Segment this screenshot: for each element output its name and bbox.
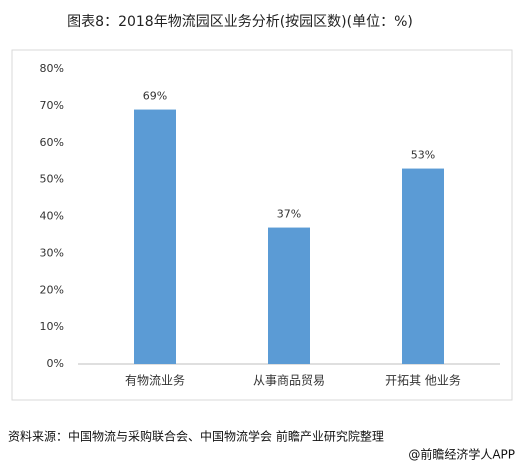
y-tick-label: 60%	[40, 136, 64, 149]
x-tick-label: 有物流业务	[125, 373, 185, 388]
y-tick-label: 20%	[40, 283, 64, 296]
chart-frame	[11, 49, 513, 401]
y-tick-label: 0%	[47, 357, 64, 370]
value-label: 69%	[143, 90, 167, 103]
y-tick-label: 10%	[40, 320, 64, 333]
value-label: 37%	[277, 208, 301, 221]
source-note: 资料来源：中国物流与采购联合会、中国物流学会 前瞻产业研究院整理	[8, 429, 384, 444]
chart-title: 图表8：2018年物流园区业务分析(按园区数)(单位：%)	[67, 14, 413, 30]
value-label: 53%	[411, 149, 435, 162]
x-tick-label: 从事商品贸易	[253, 373, 325, 388]
y-tick-label: 30%	[40, 246, 64, 259]
y-tick-label: 70%	[40, 99, 64, 112]
x-tick-label: 开拓其 他业务	[385, 373, 461, 388]
bar	[268, 227, 310, 364]
y-tick-label: 50%	[40, 173, 64, 186]
bar	[402, 168, 444, 364]
y-tick-label: 40%	[40, 210, 64, 223]
footer: @前瞻经济学人APP	[408, 447, 515, 462]
y-tick-label: 80%	[40, 62, 64, 75]
bar	[134, 109, 176, 364]
